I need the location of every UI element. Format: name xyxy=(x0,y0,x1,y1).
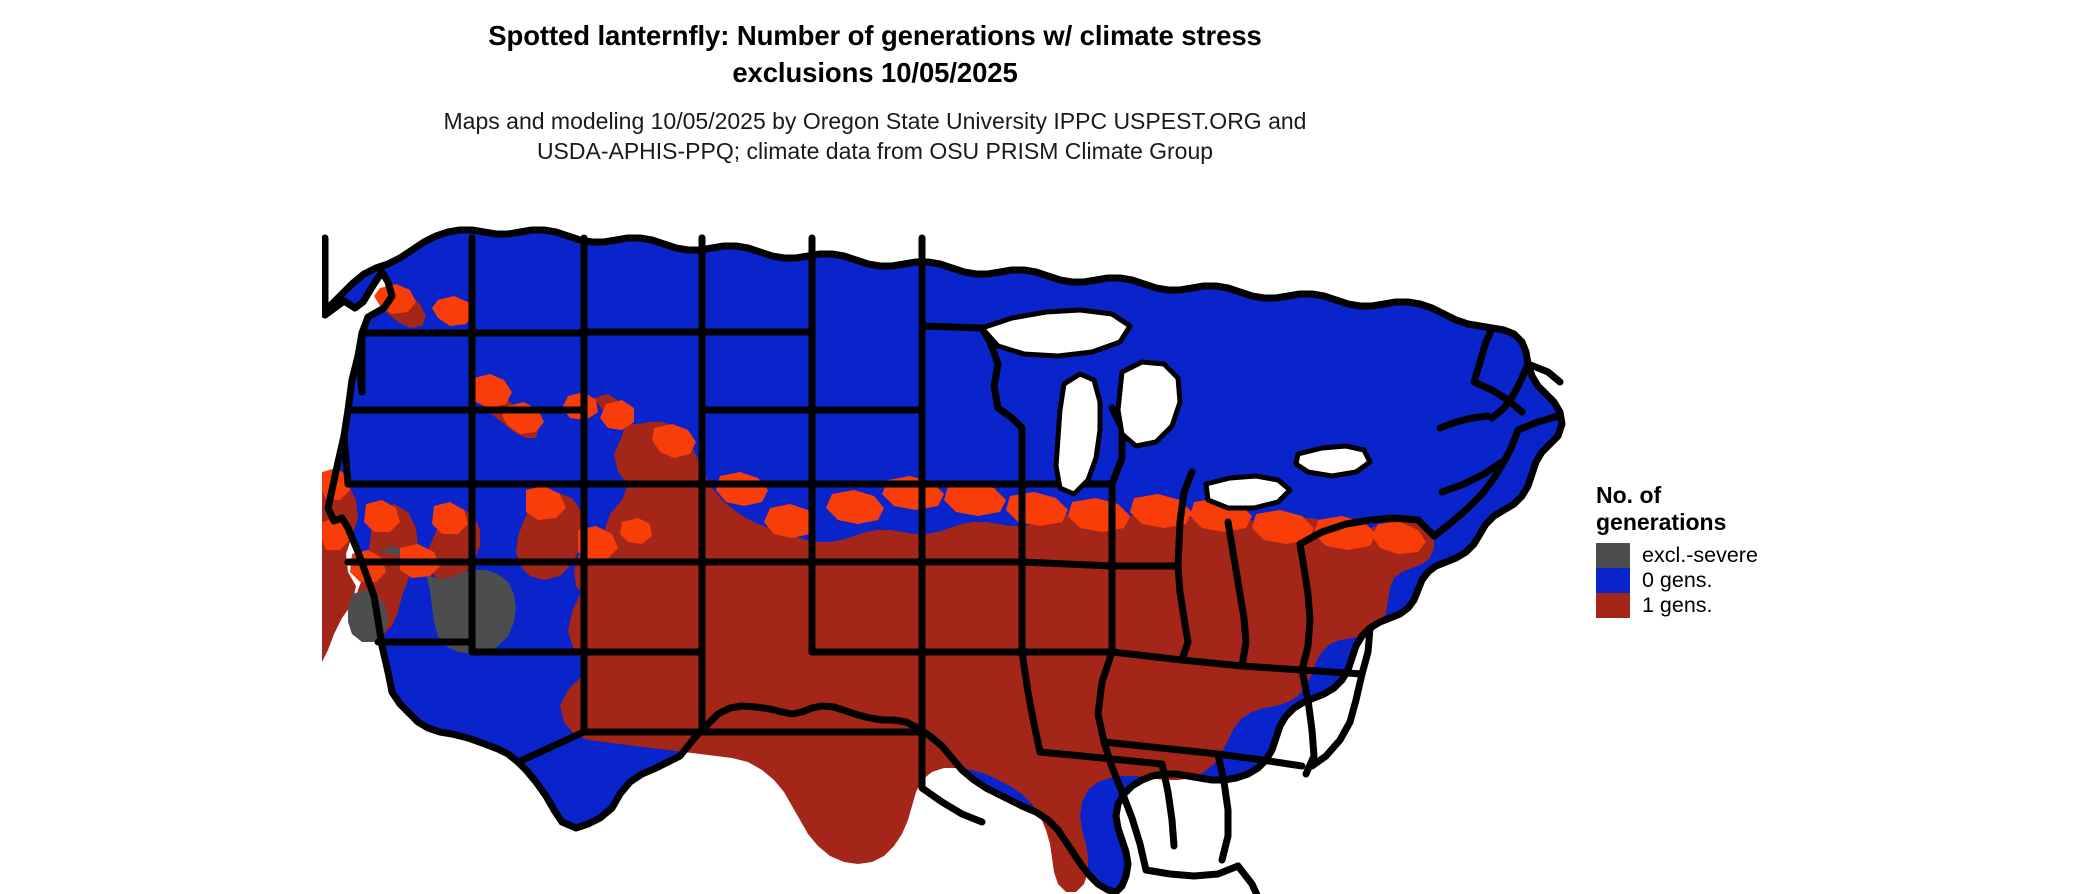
legend-rows: excl.-severe 0 gens. 1 gens. xyxy=(1596,543,1896,619)
legend-swatch-column xyxy=(1596,543,1630,619)
legend-swatch-excl-severe xyxy=(1596,543,1630,569)
legend-label-0-gens: 0 gens. xyxy=(1642,568,1713,593)
climate-raster-layer xyxy=(322,284,1434,892)
lake-erie xyxy=(1203,473,1293,511)
legend-swatch-1-gens xyxy=(1596,593,1630,619)
title-block: Spotted lanternfly: Number of generation… xyxy=(350,18,1400,167)
page-title: Spotted lanternfly: Number of generation… xyxy=(488,20,1262,88)
us-choropleth-map xyxy=(322,226,1566,894)
map-subtitle: Maps and modeling 10/05/2025 by Oregon S… xyxy=(443,107,1307,165)
great-lakes xyxy=(979,307,1373,511)
lake-michigan xyxy=(1053,371,1103,497)
map-canvas xyxy=(322,222,1584,894)
lake-huron xyxy=(1115,359,1183,449)
legend-label-1-gens: 1 gens. xyxy=(1642,593,1713,618)
state-boundaries xyxy=(322,226,1566,894)
legend-swatch-0-gens xyxy=(1596,568,1630,594)
region-excluded-severe xyxy=(378,546,516,654)
lake-ontario xyxy=(1293,443,1373,479)
legend-label-column: excl.-severe 0 gens. 1 gens. xyxy=(1642,543,1896,618)
legend-title: No. of generations xyxy=(1596,482,1727,536)
map-legend: No. of generations excl.-severe 0 gens. … xyxy=(1596,482,1896,619)
legend-label-excl-severe: excl.-severe xyxy=(1642,543,1758,568)
lake-superior xyxy=(979,307,1133,359)
